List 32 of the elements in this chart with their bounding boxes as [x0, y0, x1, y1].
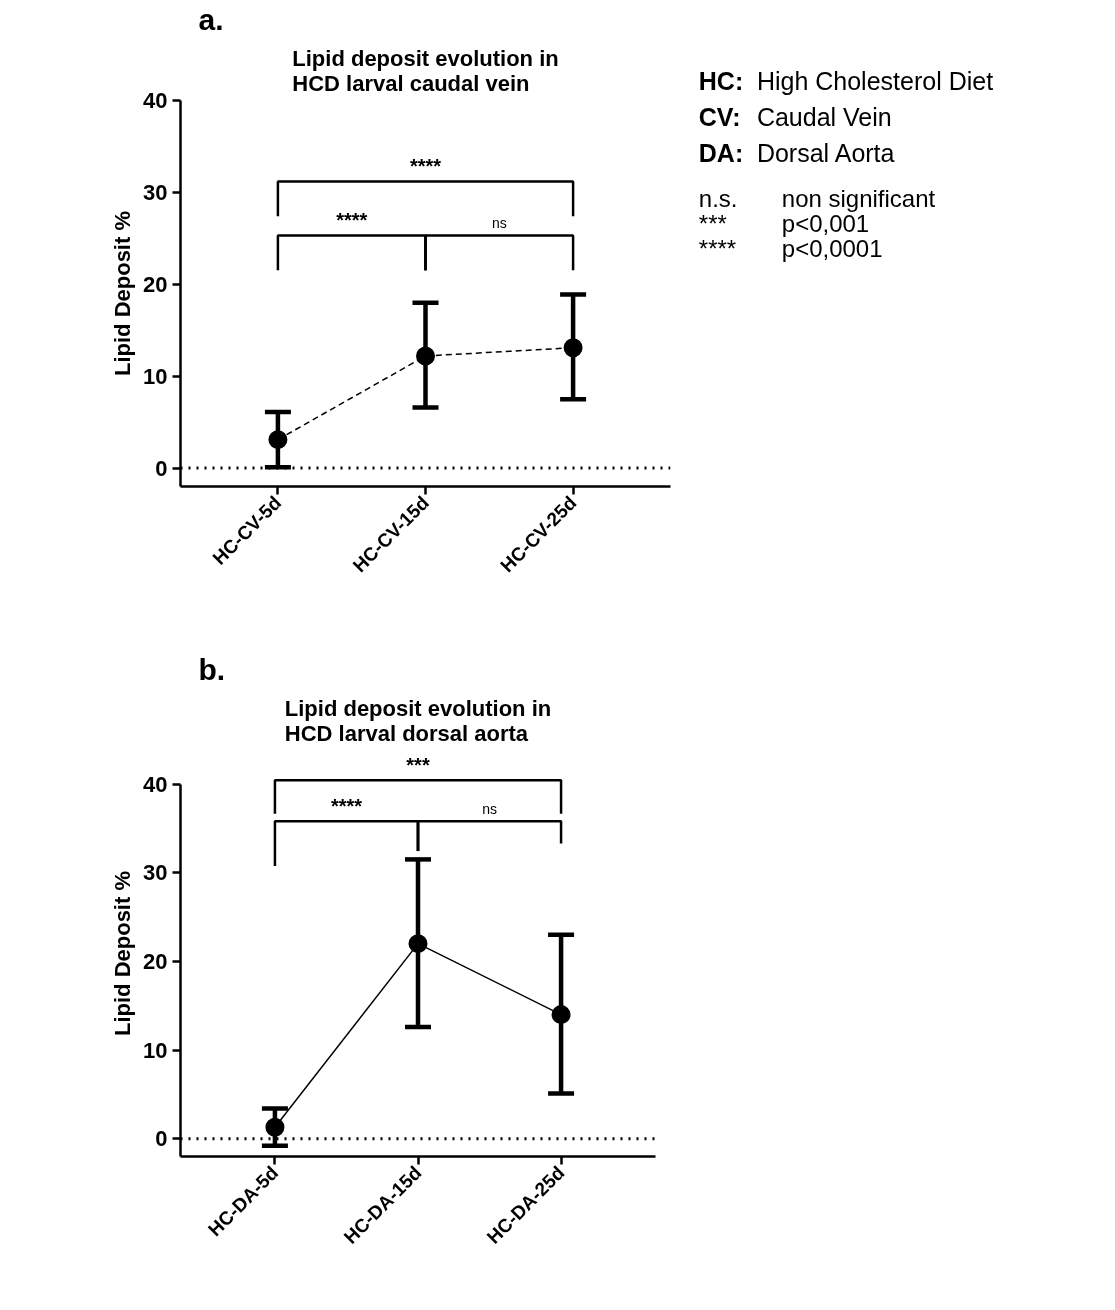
y-axis-title: Lipid Deposit %	[110, 211, 136, 376]
y-tick-label: 0	[155, 455, 168, 481]
annotation: ns	[482, 800, 497, 817]
text: b.	[198, 652, 226, 686]
y-tick-label: 40	[143, 88, 168, 113]
y-axis-title: Lipid Deposit %	[110, 871, 136, 1036]
point	[265, 1117, 285, 1137]
point	[563, 338, 583, 358]
annotation: ns	[491, 214, 507, 231]
annotation: ****	[330, 794, 363, 817]
point	[268, 430, 288, 450]
chart-title: Lipid deposit evolution in HCD larval caudal vein	[292, 45, 559, 96]
y-tick-label: 20	[143, 271, 168, 297]
text: ***	[406, 753, 430, 776]
text: HC: High Cholesterol Diet	[698, 66, 994, 95]
point	[416, 346, 435, 366]
y-tick-label: 10	[143, 363, 168, 389]
text: a.	[198, 2, 224, 36]
point	[551, 1005, 571, 1025]
y-tick-label: 0	[155, 1126, 168, 1152]
y-tick-label: 40	[143, 771, 168, 797]
text: n.s. non significant	[698, 185, 936, 212]
text: DA: Dorsal Aorta	[698, 138, 895, 167]
chart-title: Lipid deposit evolution in HCD larval dorsal aorta	[284, 695, 552, 746]
y-tick-label: 10	[143, 1037, 168, 1063]
annotation: ****	[336, 208, 368, 231]
text: CV: Caudal Vein	[698, 102, 892, 131]
y-tick-label: 20	[143, 948, 168, 974]
y-tick-label: 30	[143, 179, 168, 205]
annotation: ****	[409, 154, 442, 177]
point	[408, 934, 428, 954]
y-tick-label: 30	[143, 860, 168, 886]
